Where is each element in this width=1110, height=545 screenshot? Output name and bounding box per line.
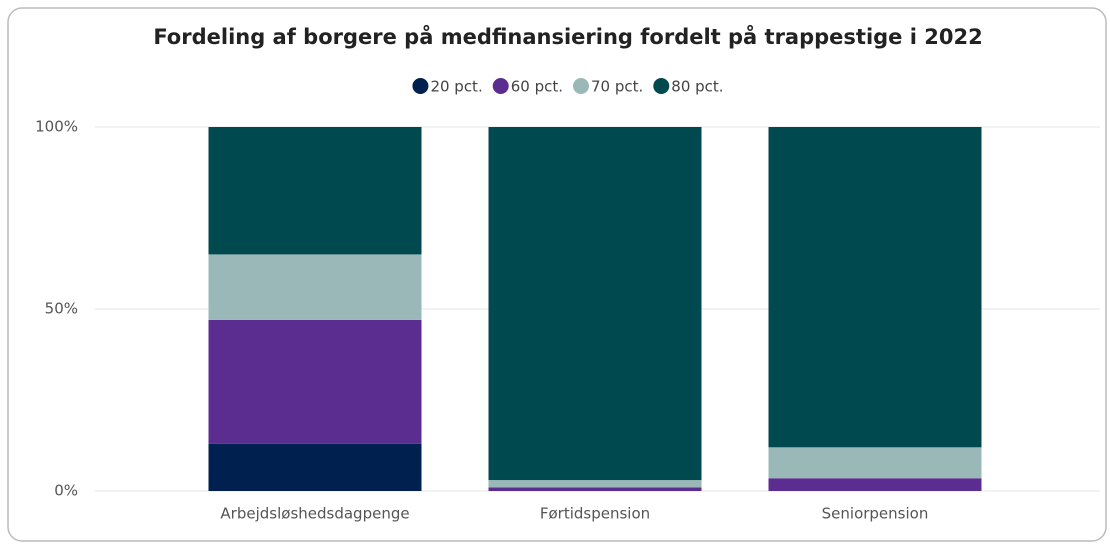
legend-marker	[412, 78, 429, 94]
legend-label: 80 pct.	[671, 78, 723, 96]
bar-segment	[768, 127, 982, 448]
bar-segment	[768, 447, 982, 479]
bar-segment	[768, 478, 982, 491]
bar-segment	[488, 127, 702, 481]
legend-label: 60 pct.	[511, 78, 563, 96]
legend-marker	[653, 78, 670, 94]
y-tick-label: 0%	[54, 482, 78, 500]
chart-title: Fordeling af borgere på medfinansiering …	[153, 24, 982, 49]
bar-segment	[208, 254, 422, 320]
x-tick-label: Førtidspension	[540, 505, 650, 523]
legend: 20 pct. 60 pct. 70 pct. 80 pct.	[412, 78, 724, 96]
bar-segment	[208, 443, 422, 491]
y-tick-label: 100%	[35, 118, 78, 136]
x-tick-label: Arbejdsløshedsdagpenge	[220, 505, 409, 523]
legend-marker	[492, 78, 509, 94]
bar-segment	[488, 487, 702, 491]
legend-label: 70 pct.	[591, 78, 643, 96]
x-tick-label: Seniorpension	[822, 505, 929, 523]
legend-marker	[573, 78, 589, 94]
bar-segment	[208, 319, 422, 444]
bar-segment	[488, 480, 702, 488]
y-tick-label: 50%	[45, 300, 78, 318]
bar-segment	[208, 127, 422, 255]
legend-label: 20 pct.	[430, 78, 482, 96]
